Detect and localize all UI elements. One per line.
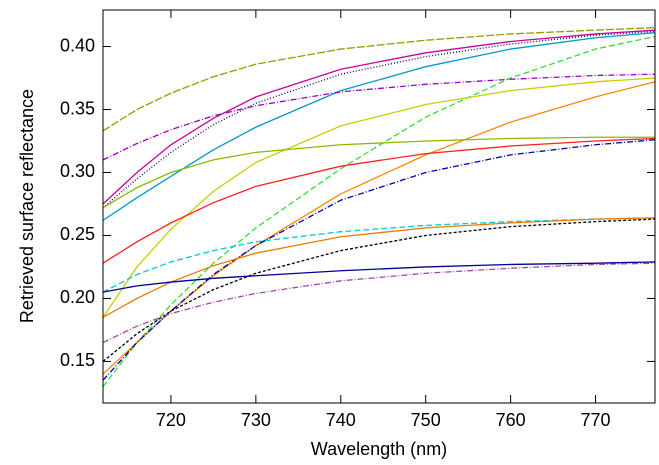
data-line bbox=[103, 81, 655, 375]
data-line bbox=[103, 217, 655, 318]
x-tick-label: 740 bbox=[326, 410, 356, 430]
data-line bbox=[103, 218, 655, 362]
data-line bbox=[103, 139, 655, 381]
plot-frame bbox=[102, 9, 656, 404]
data-line bbox=[103, 30, 655, 209]
data-line bbox=[103, 29, 655, 205]
data-line bbox=[103, 137, 655, 264]
y-axis-label: Retrieved surface reflectance bbox=[17, 89, 37, 323]
x-tick-label: 750 bbox=[411, 410, 441, 430]
data-line bbox=[103, 35, 655, 388]
y-tick-label: 0.40 bbox=[60, 35, 95, 55]
x-tick-label: 770 bbox=[581, 410, 611, 430]
y-tick-label: 0.20 bbox=[60, 287, 95, 307]
y-tick-label: 0.15 bbox=[60, 350, 95, 370]
x-tick-label: 760 bbox=[496, 410, 526, 430]
data-line bbox=[103, 26, 655, 132]
y-tick-label: 0.30 bbox=[60, 161, 95, 181]
x-tick-label: 720 bbox=[156, 410, 186, 430]
x-axis-label: Wavelength (nm) bbox=[311, 439, 447, 459]
data-line bbox=[103, 77, 655, 318]
data-line bbox=[103, 136, 655, 209]
data-line bbox=[103, 32, 655, 221]
x-tick-label: 730 bbox=[241, 410, 271, 430]
y-tick-label: 0.35 bbox=[60, 98, 95, 118]
y-tick-label: 0.25 bbox=[60, 224, 95, 244]
data-line bbox=[103, 73, 655, 161]
data-line bbox=[103, 262, 655, 344]
data-line bbox=[103, 261, 655, 293]
